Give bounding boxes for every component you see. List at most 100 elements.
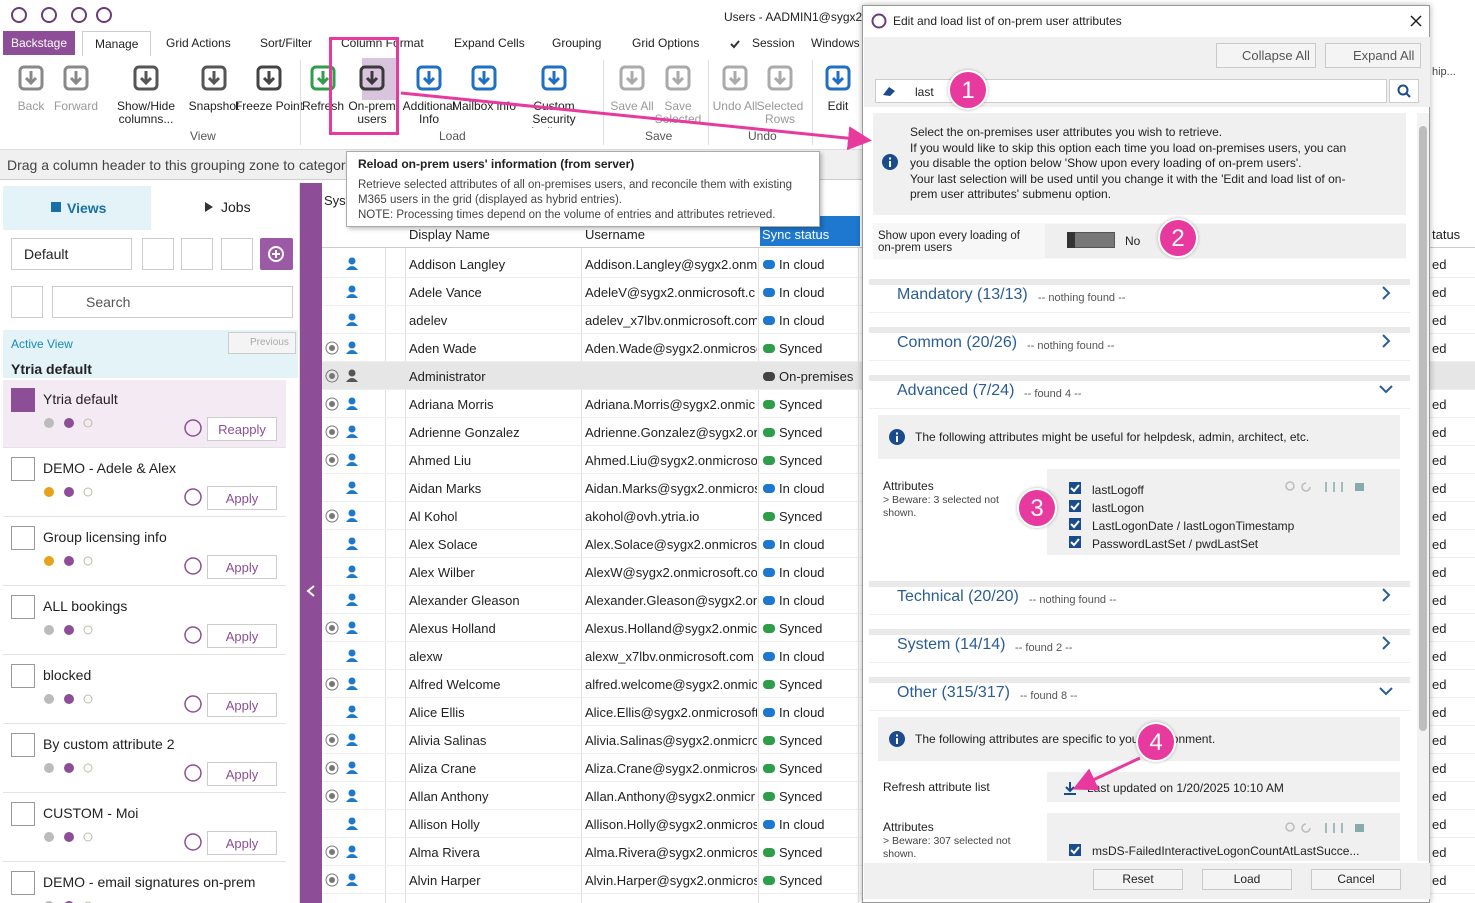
tooltip [346, 151, 820, 227]
filter-button[interactable] [11, 286, 43, 318]
user-icon [345, 341, 359, 355]
section-header[interactable] [869, 581, 1410, 615]
attribute-item[interactable]: lastLogon [1092, 501, 1145, 515]
expand-all-button[interactable] [1325, 43, 1421, 68]
view-name[interactable]: DEMO - Adele & Alex [43, 460, 177, 476]
user-icon [345, 509, 359, 523]
apply-button[interactable] [207, 486, 277, 510]
sync-status: In cloud [779, 313, 825, 328]
quick-access-icon [70, 6, 88, 24]
ribbon-button[interactable]: Freeze Point [234, 100, 304, 113]
callout [1136, 722, 1176, 762]
ribbon-button[interactable]: Mailbox info [451, 100, 517, 113]
sync-status: In cloud [779, 593, 825, 608]
dialog-button[interactable] [1093, 869, 1183, 890]
left-tab[interactable]: Views [67, 200, 107, 216]
view-name[interactable]: ALL bookings [43, 598, 128, 614]
ribbon-tab[interactable]: Session [752, 36, 795, 50]
ribbon-button[interactable]: Refresh [301, 100, 345, 113]
section-header[interactable] [869, 327, 1410, 361]
ribbon-tab[interactable]: Expand Cells [454, 36, 525, 50]
apply-button[interactable] [207, 624, 277, 648]
ribbon-button[interactable]: Snapshot [188, 100, 240, 113]
ribbon-tab[interactable]: Grid Options [632, 36, 700, 50]
toggle-label: on-prem users [878, 242, 953, 254]
view-name[interactable]: DEMO - email signatures on-prem [43, 874, 256, 890]
dialog-button[interactable] [1311, 869, 1401, 890]
ribbon-separator [708, 60, 709, 145]
section-header[interactable] [869, 375, 1410, 409]
ribbon-tab[interactable]: Backstage [3, 31, 76, 55]
toolbar-button[interactable] [181, 238, 213, 270]
search-box[interactable] [52, 286, 293, 318]
user-icon [345, 313, 359, 327]
quick-access-icon [10, 6, 28, 24]
left-tab[interactable]: Jobs [221, 199, 251, 215]
callout [1017, 488, 1057, 528]
toolbar-button[interactable] [142, 238, 174, 270]
sync-icon [762, 706, 776, 718]
ribbon-button[interactable]: Show/Hide columns... [116, 100, 176, 126]
column-header[interactable]: Sync status [762, 227, 830, 242]
ribbon-button[interactable]: Back [17, 100, 45, 113]
ribbon-button[interactable]: On-prem users [348, 100, 396, 126]
view-card [3, 656, 286, 724]
username: Alvin.Harper@sygx2.onmicros [585, 873, 757, 888]
ribbon-highlight-box [329, 37, 399, 135]
apply-button[interactable] [207, 762, 277, 786]
collapse-all-button[interactable] [1216, 43, 1316, 68]
attribute-item[interactable]: msDS-FailedInteractiveLogonCountAtLastSu… [1092, 844, 1360, 858]
view-name[interactable]: Ytria default [43, 391, 118, 407]
ribbon-tab[interactable]: Grouping [552, 36, 602, 50]
view-name[interactable]: By custom attribute 2 [43, 736, 175, 752]
search-button[interactable] [1389, 79, 1419, 103]
view-name[interactable]: blocked [43, 667, 92, 683]
scrollbar-thumb[interactable] [1419, 126, 1427, 731]
user-icon [345, 397, 359, 411]
view-dropdown[interactable] [11, 238, 132, 270]
panel-splitter[interactable] [300, 183, 322, 903]
last-updated[interactable]: Last updated on 1/20/2025 10:10 AM [1087, 781, 1284, 795]
attribute-item[interactable]: LastLogonDate / lastLogonTimestamp [1092, 519, 1295, 533]
username: alexw_x7lbv.onmicrosoft.com [585, 649, 754, 664]
ribbon-tab[interactable]: Sort/Filter [260, 36, 313, 50]
checkbox [1069, 500, 1081, 512]
ribbon-button[interactable]: Forward [53, 100, 98, 113]
column-header[interactable]: Username [585, 227, 645, 242]
apply-button[interactable] [207, 831, 277, 855]
section-header[interactable] [869, 677, 1410, 711]
section-chevron [1378, 587, 1394, 603]
section-status: -- found 8 -- [1020, 690, 1078, 702]
sync-icon [762, 594, 776, 606]
ribbon-tab[interactable]: Windows [811, 36, 860, 50]
column-header[interactable]: Display Name [409, 227, 490, 242]
view-name[interactable]: CUSTOM - Moi [43, 805, 139, 821]
apply-button[interactable] [207, 693, 277, 717]
attribute-item[interactable]: lastLogoff [1092, 483, 1144, 497]
status-fragment: ed [1432, 565, 1447, 580]
callout-number: 1 [961, 77, 975, 104]
display-name: Ahmed Liu [409, 453, 472, 468]
apply-button[interactable] [207, 417, 277, 441]
view-icon [11, 526, 35, 550]
dialog-button[interactable] [1202, 869, 1292, 890]
ribbon-icon [823, 63, 853, 93]
username: Alexander.Gleason@sygx2.on [585, 593, 757, 608]
info-icon [889, 731, 905, 747]
sync-icon [762, 482, 776, 494]
view-name[interactable]: Group licensing info [43, 529, 167, 545]
section-header[interactable] [869, 629, 1410, 663]
ribbon-tab[interactable]: Grid Actions [166, 36, 231, 50]
sync-status: Synced [779, 733, 823, 748]
ribbon-button[interactable]: Custom Security Attributes [529, 100, 580, 128]
column-header[interactable]: tatus [1432, 227, 1461, 242]
attribute-item[interactable]: PasswordLastSet / pwdLastSet [1092, 537, 1259, 551]
toolbar-button[interactable] [221, 238, 253, 270]
ribbon-tab[interactable]: Manage [82, 31, 152, 56]
apply-button[interactable] [207, 555, 277, 579]
display-name: Aidan Marks [409, 481, 482, 496]
info-icon [183, 418, 203, 438]
section-header[interactable] [869, 279, 1410, 313]
status-fragment: ed [1432, 481, 1447, 496]
display-name: Alma Rivera [409, 845, 480, 860]
